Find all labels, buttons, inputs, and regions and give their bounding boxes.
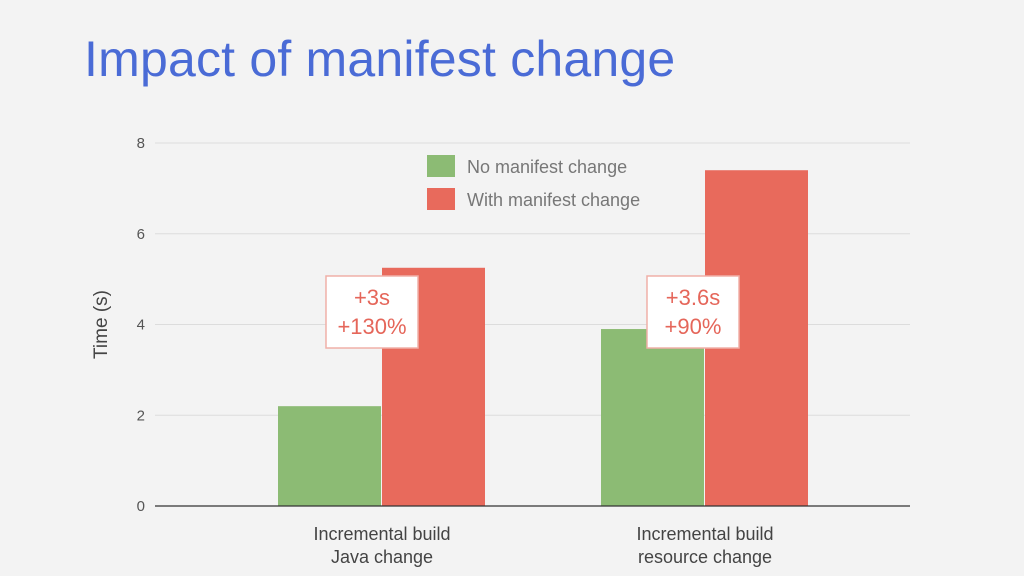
x-tick-label: Java change (331, 547, 433, 567)
annotations: +3s +130% +3.6s +90% (325, 275, 740, 349)
annotation-text: +3.6s (666, 285, 720, 310)
axes: 0 2 4 6 8 Incremental build Java change Increme… (91, 135, 910, 567)
legend-swatch (427, 155, 455, 177)
x-tick-label: Incremental build (636, 524, 773, 544)
legend: No manifest change With manifest change (427, 155, 640, 210)
annotation-text: +90% (665, 314, 722, 339)
y-tick-label: 4 (137, 317, 145, 334)
slide-title: Impact of manifest change (84, 31, 676, 87)
annotation-text: +130% (337, 314, 406, 339)
legend-label: No manifest change (467, 157, 627, 177)
annotation-text: +3s (354, 285, 390, 310)
bar (601, 329, 704, 506)
annotation-box (325, 275, 419, 349)
bar (278, 406, 381, 506)
y-tick-label: 8 (137, 135, 145, 152)
y-axis-title: Time (s) (91, 290, 112, 359)
x-tick-label: Incremental build (313, 524, 450, 544)
y-tick-label: 0 (137, 498, 145, 515)
x-tick-label: resource change (638, 547, 772, 567)
annotation-box (646, 275, 740, 349)
legend-label: With manifest change (467, 190, 640, 210)
legend-swatch (427, 188, 455, 210)
y-tick-label: 2 (137, 407, 145, 424)
y-tick-label: 6 (137, 226, 145, 243)
